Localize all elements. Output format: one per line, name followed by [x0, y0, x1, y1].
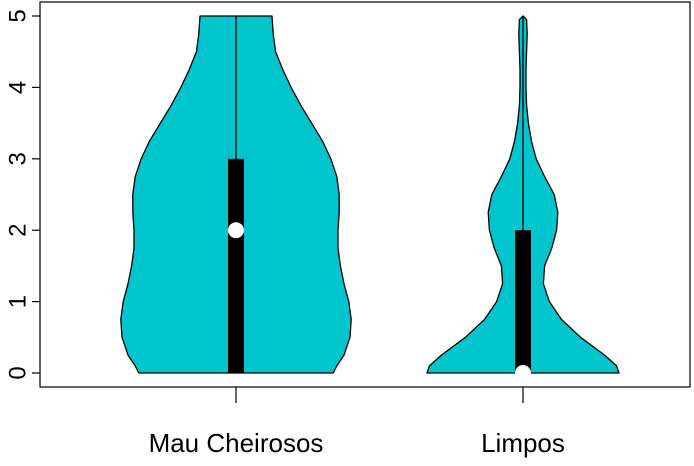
x-tick-label: Mau Cheirosos — [149, 428, 324, 458]
y-tick-label: 5 — [5, 9, 32, 22]
y-tick-label: 3 — [5, 152, 32, 165]
y-axis: 0 1 2 3 4 5 — [5, 9, 40, 380]
x-tick-label: Limpos — [481, 428, 565, 458]
violins — [120, 15, 620, 381]
median-point — [228, 222, 244, 239]
iqr-box — [228, 158, 244, 373]
y-tick-label: 0 — [5, 366, 32, 379]
plot-frame — [39, 1, 691, 388]
y-tick-label: 2 — [5, 224, 32, 237]
y-tick-label: 1 — [5, 295, 32, 308]
iqr-box — [515, 230, 531, 373]
x-axis: Mau Cheirosos Limpos — [149, 387, 565, 458]
y-tick-label: 4 — [5, 81, 32, 94]
median-point — [515, 365, 531, 381]
